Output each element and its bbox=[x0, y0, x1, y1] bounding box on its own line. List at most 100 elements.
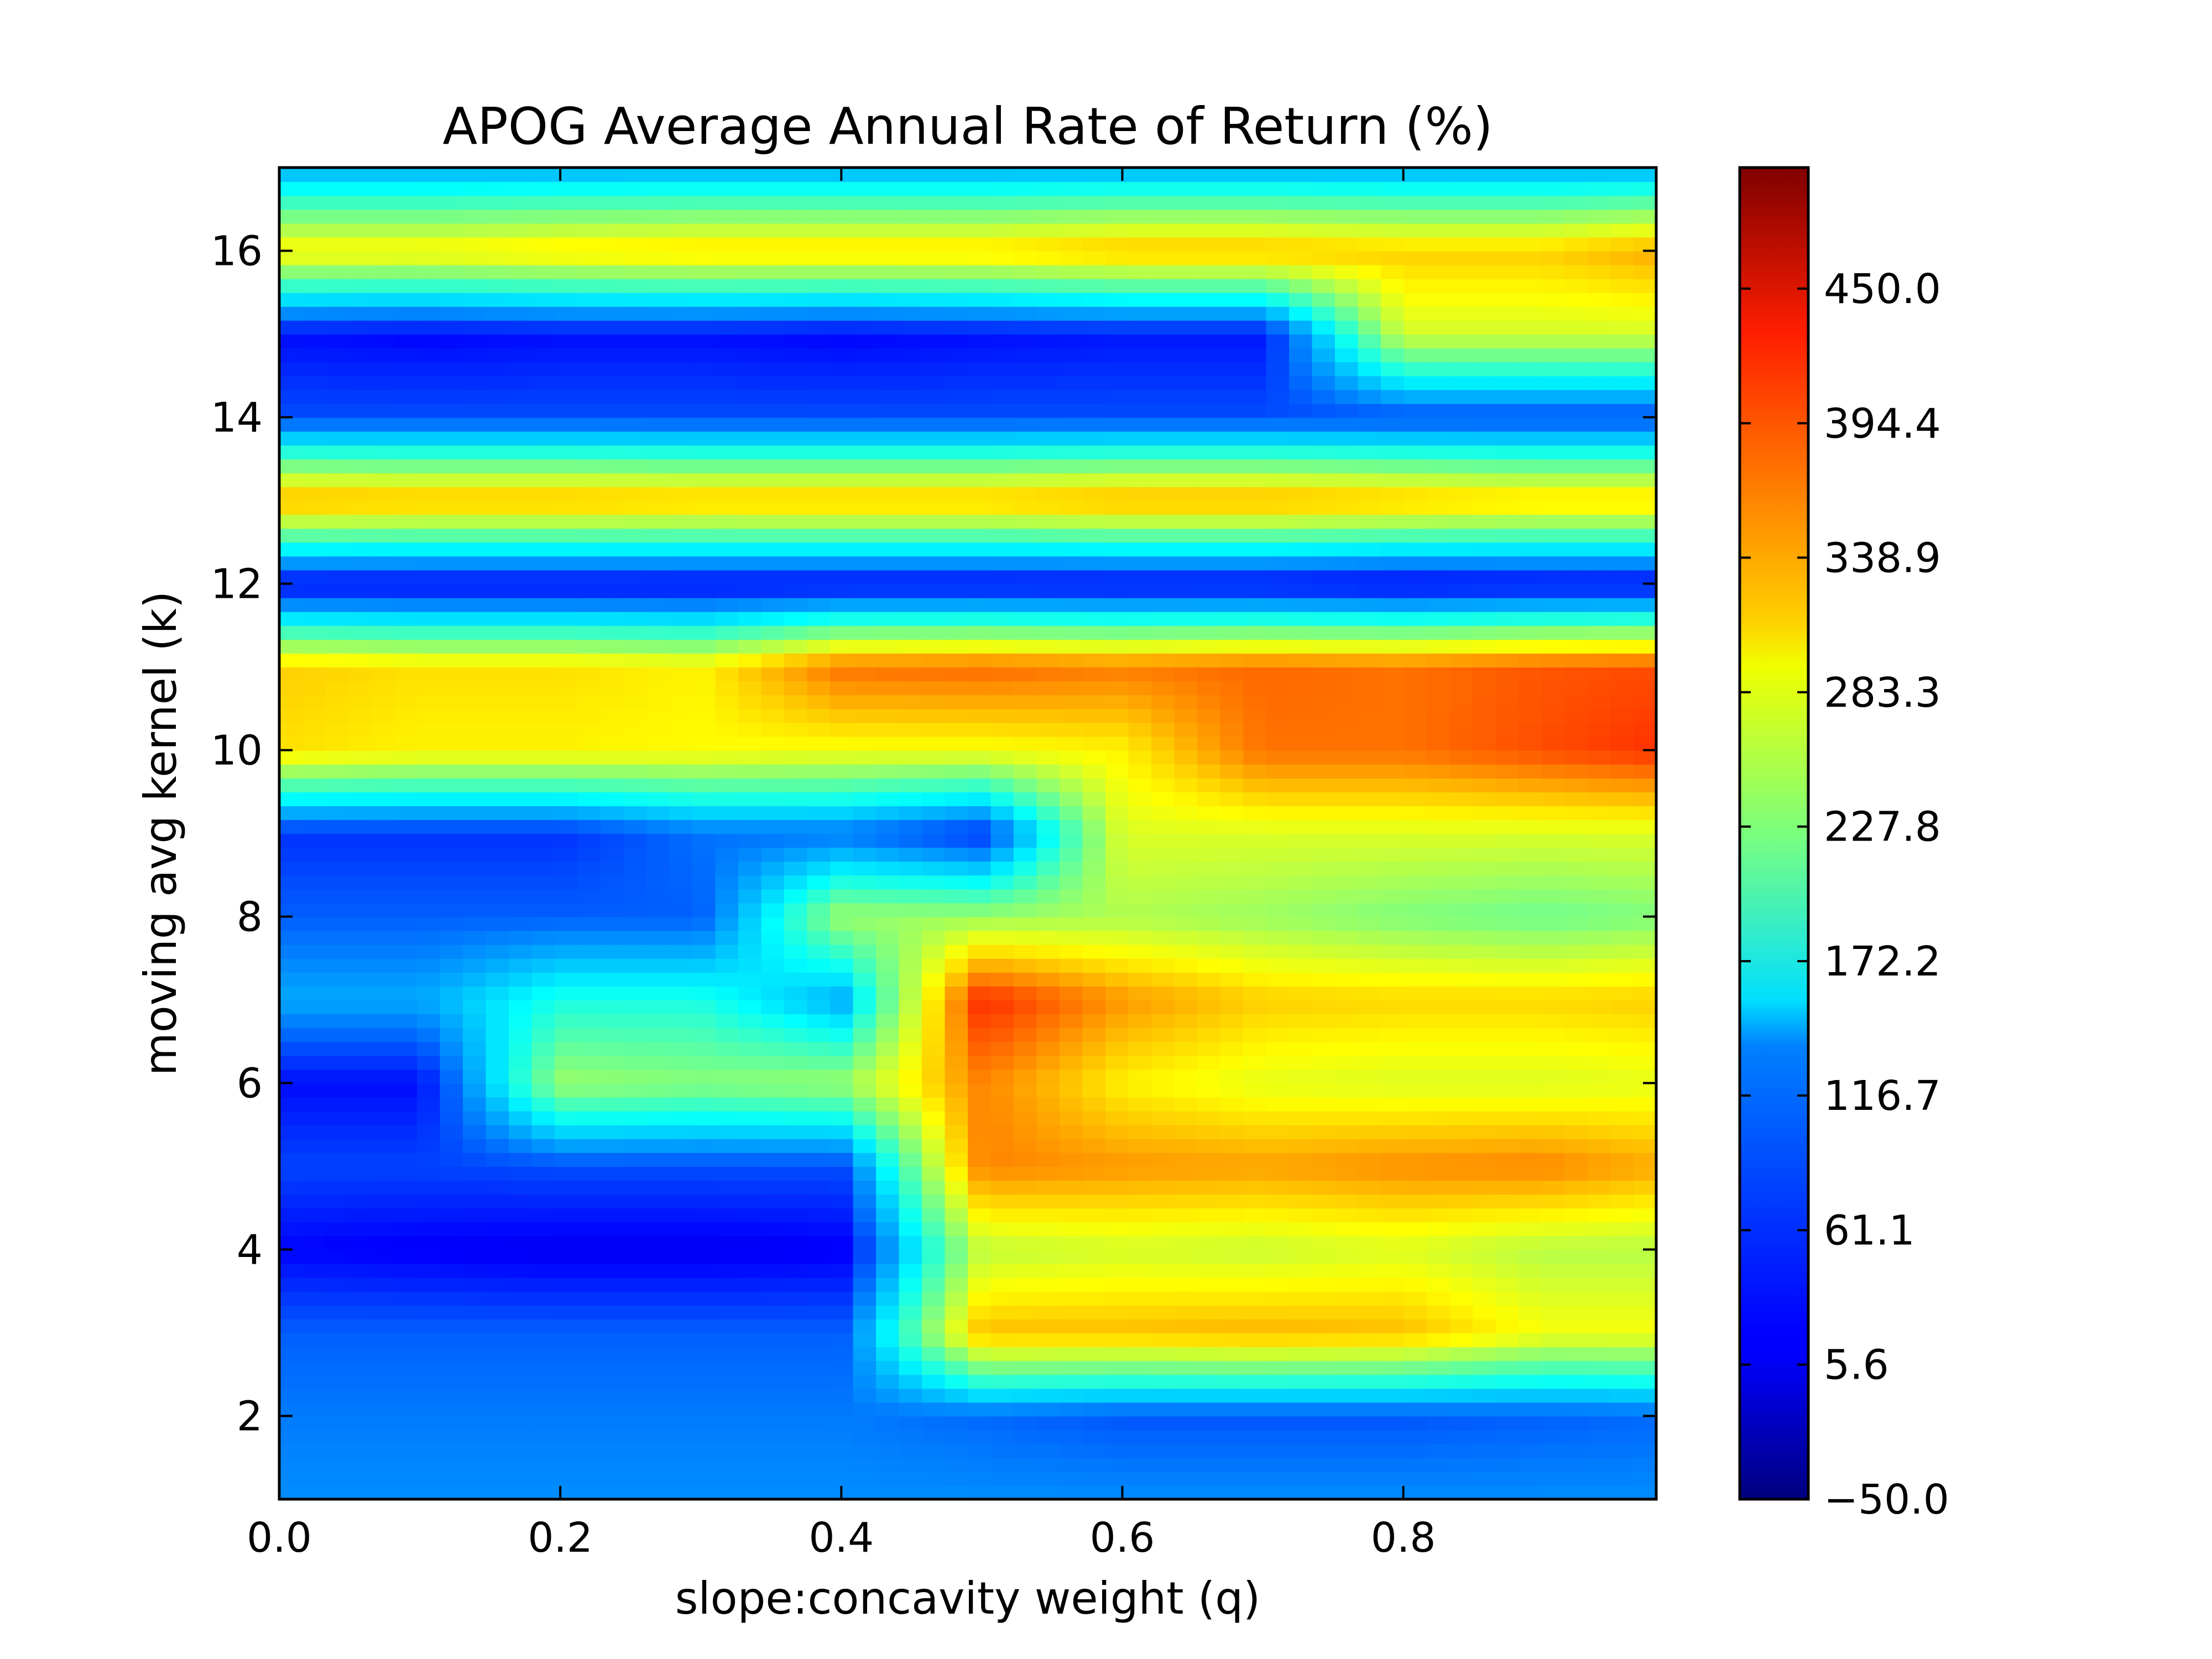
heatmap-cell bbox=[1060, 570, 1083, 585]
heatmap-cell bbox=[1220, 639, 1244, 654]
heatmap-cell bbox=[1427, 542, 1451, 557]
heatmap-cell bbox=[899, 1360, 922, 1375]
heatmap-cell bbox=[761, 1388, 785, 1403]
heatmap-cell bbox=[509, 1305, 533, 1319]
heatmap-cell bbox=[922, 1000, 946, 1015]
heatmap-cell bbox=[715, 1152, 739, 1167]
heatmap-cell bbox=[646, 875, 670, 890]
heatmap-cell bbox=[1014, 597, 1037, 612]
heatmap-cell bbox=[646, 1457, 670, 1472]
heatmap-cell bbox=[715, 625, 739, 640]
heatmap-cell bbox=[1404, 916, 1427, 931]
heatmap-cell bbox=[692, 1055, 716, 1070]
heatmap-cell bbox=[1587, 1235, 1611, 1250]
heatmap-cell bbox=[1014, 681, 1037, 696]
heatmap-cell bbox=[1082, 417, 1106, 432]
heatmap-cell bbox=[853, 1041, 877, 1056]
heatmap-cell bbox=[1036, 389, 1060, 404]
heatmap-cell bbox=[1564, 764, 1588, 779]
heatmap-cell bbox=[1449, 1402, 1473, 1417]
heatmap-cell bbox=[784, 1485, 808, 1500]
heatmap-cell bbox=[692, 597, 716, 612]
heatmap-cell bbox=[371, 1000, 395, 1015]
heatmap-cell bbox=[1243, 1443, 1267, 1458]
heatmap-cell bbox=[463, 1083, 487, 1098]
heatmap-cell bbox=[463, 528, 487, 543]
heatmap-cell bbox=[394, 1333, 418, 1348]
heatmap-cell bbox=[1564, 1277, 1588, 1292]
heatmap-cell bbox=[1220, 653, 1244, 667]
heatmap-cell bbox=[1266, 1222, 1290, 1237]
heatmap-cell bbox=[830, 1235, 854, 1250]
heatmap-cell bbox=[1151, 1318, 1175, 1333]
heatmap-cell bbox=[830, 1166, 854, 1181]
heatmap-cell bbox=[1151, 1485, 1175, 1500]
heatmap-cell bbox=[1404, 681, 1427, 696]
heatmap-cell bbox=[1404, 1124, 1427, 1139]
heatmap-cell bbox=[1427, 528, 1451, 543]
heatmap-cell bbox=[646, 1000, 670, 1015]
heatmap-cell bbox=[1564, 431, 1588, 446]
heatmap-cell bbox=[807, 1208, 831, 1223]
heatmap-cell bbox=[1541, 1249, 1565, 1264]
heatmap-cell bbox=[1449, 1291, 1473, 1306]
heatmap-cell bbox=[1473, 667, 1496, 682]
heatmap-cell bbox=[486, 791, 509, 806]
heatmap-cell bbox=[325, 1402, 349, 1417]
heatmap-cell bbox=[279, 1305, 303, 1319]
heatmap-cell bbox=[1128, 930, 1152, 945]
heatmap-cell bbox=[1289, 875, 1313, 890]
heatmap-cell bbox=[807, 972, 831, 987]
heatmap-cell bbox=[1128, 889, 1152, 904]
heatmap-cell bbox=[1151, 458, 1175, 473]
heatmap-cell bbox=[876, 819, 900, 834]
heatmap-cell bbox=[1495, 1485, 1519, 1500]
heatmap-cell bbox=[922, 514, 946, 529]
heatmap-cell bbox=[761, 1180, 785, 1195]
heatmap-cell bbox=[1312, 972, 1335, 987]
heatmap-cell bbox=[922, 791, 946, 806]
heatmap-cell bbox=[1060, 1138, 1083, 1153]
heatmap-cell bbox=[1358, 486, 1381, 501]
heatmap-cell bbox=[417, 1208, 441, 1223]
heatmap-cell bbox=[945, 764, 968, 779]
heatmap-cell bbox=[279, 722, 303, 737]
heatmap-cell bbox=[325, 722, 349, 737]
heatmap-cell bbox=[1519, 1055, 1542, 1070]
heatmap-cell bbox=[945, 667, 968, 682]
heatmap-cell bbox=[1473, 1318, 1496, 1333]
heatmap-cell bbox=[1404, 1055, 1427, 1070]
heatmap-cell bbox=[738, 1014, 762, 1029]
heatmap-cell bbox=[784, 1152, 808, 1167]
heatmap-cell bbox=[968, 1152, 992, 1167]
heatmap-cell bbox=[394, 1360, 418, 1375]
heatmap-cell bbox=[1266, 861, 1290, 876]
heatmap-cell bbox=[1449, 875, 1473, 890]
heatmap-cell bbox=[1404, 1443, 1427, 1458]
heatmap-cell bbox=[1404, 348, 1427, 363]
heatmap-cell bbox=[371, 1041, 395, 1056]
heatmap-cell bbox=[1564, 805, 1588, 820]
heatmap-cell bbox=[1312, 1485, 1335, 1500]
heatmap-cell bbox=[784, 791, 808, 806]
heatmap-cell bbox=[531, 1222, 555, 1237]
heatmap-cell bbox=[1427, 348, 1451, 363]
heatmap-cell bbox=[1404, 1014, 1427, 1029]
heatmap-cell bbox=[279, 570, 303, 585]
heatmap-cell bbox=[669, 1014, 693, 1029]
heatmap-cell bbox=[1519, 639, 1542, 654]
heatmap-cell bbox=[669, 1374, 693, 1389]
heatmap-cell bbox=[1266, 972, 1290, 987]
heatmap-cell bbox=[1151, 556, 1175, 571]
heatmap-cell bbox=[601, 1471, 624, 1486]
heatmap-cell bbox=[784, 695, 808, 709]
heatmap-cell bbox=[715, 445, 739, 460]
heatmap-cell bbox=[279, 1249, 303, 1264]
heatmap-cell bbox=[1105, 1027, 1129, 1042]
heatmap-cell bbox=[1335, 833, 1359, 848]
heatmap-cell bbox=[1335, 861, 1359, 876]
heatmap-cell bbox=[945, 514, 968, 529]
heatmap-cell bbox=[601, 1208, 624, 1223]
heatmap-cell bbox=[440, 695, 463, 709]
heatmap-cell bbox=[1335, 597, 1359, 612]
